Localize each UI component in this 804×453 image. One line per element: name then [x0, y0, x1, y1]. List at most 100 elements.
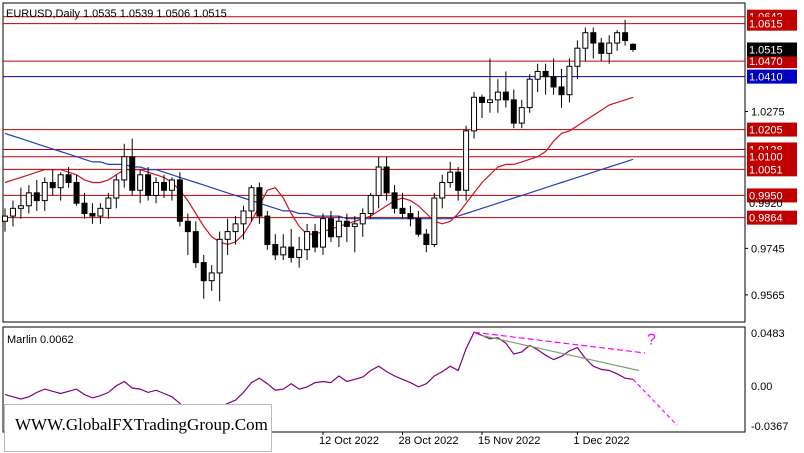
marlin-y-tick-label: 0.00 [751, 381, 772, 393]
candle-body [81, 202, 88, 215]
candle [304, 223, 311, 261]
candle [105, 192, 112, 219]
x-tick-label: 15 Nov 2022 [478, 435, 540, 447]
candle-body [542, 70, 549, 78]
candle [2, 208, 8, 232]
y-tick-label: 1.0275 [751, 106, 785, 118]
marlin-trendline-lower [481, 334, 640, 372]
candle-body [65, 174, 72, 184]
candle-body [216, 238, 223, 274]
candle [137, 169, 144, 204]
candle [113, 174, 120, 209]
candle [494, 79, 501, 113]
level-badge [747, 16, 797, 31]
candle [224, 218, 231, 255]
candle [240, 205, 247, 240]
candle [471, 92, 478, 139]
candle-body [431, 197, 438, 246]
candle [359, 208, 366, 237]
candle [49, 169, 56, 196]
candle [614, 30, 621, 51]
candle-body [312, 231, 319, 248]
candle-body [526, 78, 533, 109]
candle-body [113, 179, 120, 199]
level-badge [747, 69, 797, 84]
candle-body [168, 179, 175, 191]
price-pane-frame [2, 2, 746, 323]
candle [351, 216, 358, 253]
x-tick-label: 12 Oct 2022 [319, 435, 379, 447]
candle-body [598, 42, 605, 54]
candle [161, 174, 167, 199]
current-price-badge [747, 42, 797, 57]
level-label: 1.0615 [749, 19, 783, 31]
candle [41, 177, 48, 211]
candle-body [200, 262, 207, 282]
candle [463, 125, 470, 201]
candle [407, 205, 414, 227]
candle-body [343, 220, 350, 227]
candle-body [121, 156, 128, 181]
candle [272, 234, 279, 261]
candle-body [415, 218, 422, 235]
level-badge [747, 162, 797, 177]
candle [89, 203, 96, 224]
candle-body [280, 246, 287, 256]
candle [479, 94, 485, 118]
candle [256, 182, 263, 224]
candle [264, 210, 271, 250]
candle-body [17, 205, 24, 209]
candle-body [145, 174, 152, 196]
candle-body [614, 32, 621, 44]
price-pane: 1.06421.06151.04701.04101.02051.01281.01… [2, 2, 797, 323]
candle-body [383, 166, 390, 194]
candle-body [439, 182, 446, 199]
candle [566, 58, 573, 103]
candle-body [192, 231, 199, 264]
marlin-pane: ? 0.0483 0.00 -0.0367 12 Oct 2022 28 Oct 2022… [2, 326, 788, 447]
candle-body [41, 182, 48, 202]
candle [606, 35, 613, 64]
candle [550, 58, 557, 95]
candle-body [137, 174, 144, 191]
marlin-title: Marlin 0.0062 [7, 334, 74, 346]
x-tick-label: 1 Dec 2022 [573, 435, 629, 447]
candle-body [73, 182, 80, 204]
candle-body [479, 96, 485, 103]
candle [176, 172, 183, 227]
candle [25, 185, 32, 214]
question-mark-annotation: ? [647, 331, 656, 348]
level-label: 1.0410 [749, 72, 783, 84]
candle-body [304, 231, 311, 251]
candle-body [320, 218, 326, 248]
marlin-line [4, 331, 634, 420]
candle [542, 63, 549, 95]
candle [216, 231, 223, 302]
candle [343, 213, 350, 242]
candle-body [272, 244, 279, 256]
candle [582, 27, 589, 62]
candle [153, 177, 160, 204]
marlin-y-tick-label: 0.0483 [751, 328, 785, 340]
candle [598, 37, 605, 62]
candle [518, 99, 525, 129]
candle [486, 58, 493, 113]
candle-body [391, 192, 398, 209]
candle [312, 223, 319, 253]
candle-body [33, 192, 40, 202]
candle [129, 138, 136, 196]
candle [558, 68, 565, 108]
candle [415, 210, 422, 237]
candle [534, 63, 541, 93]
candle-body [327, 218, 334, 238]
candle-body [351, 223, 358, 227]
candle [200, 254, 207, 299]
level-badge [747, 149, 797, 164]
watermark-text: WWW.GlobalFXTradingGroup.Com [15, 415, 268, 434]
candle-body [184, 220, 191, 233]
candle-body [423, 233, 430, 246]
candle [145, 167, 152, 201]
candle-body [264, 215, 271, 246]
marlin-pane-frame [2, 326, 746, 433]
